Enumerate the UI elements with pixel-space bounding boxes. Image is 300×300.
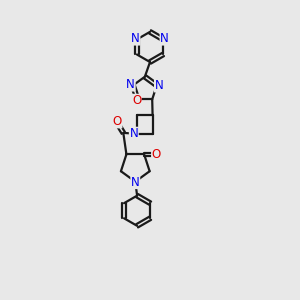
Text: N: N (126, 78, 135, 91)
Text: N: N (131, 176, 140, 188)
Text: N: N (160, 32, 169, 45)
Text: N: N (154, 79, 163, 92)
Text: O: O (112, 115, 122, 128)
Text: O: O (132, 94, 141, 107)
Text: N: N (131, 32, 140, 45)
Text: O: O (152, 148, 161, 161)
Text: N: N (129, 127, 138, 140)
